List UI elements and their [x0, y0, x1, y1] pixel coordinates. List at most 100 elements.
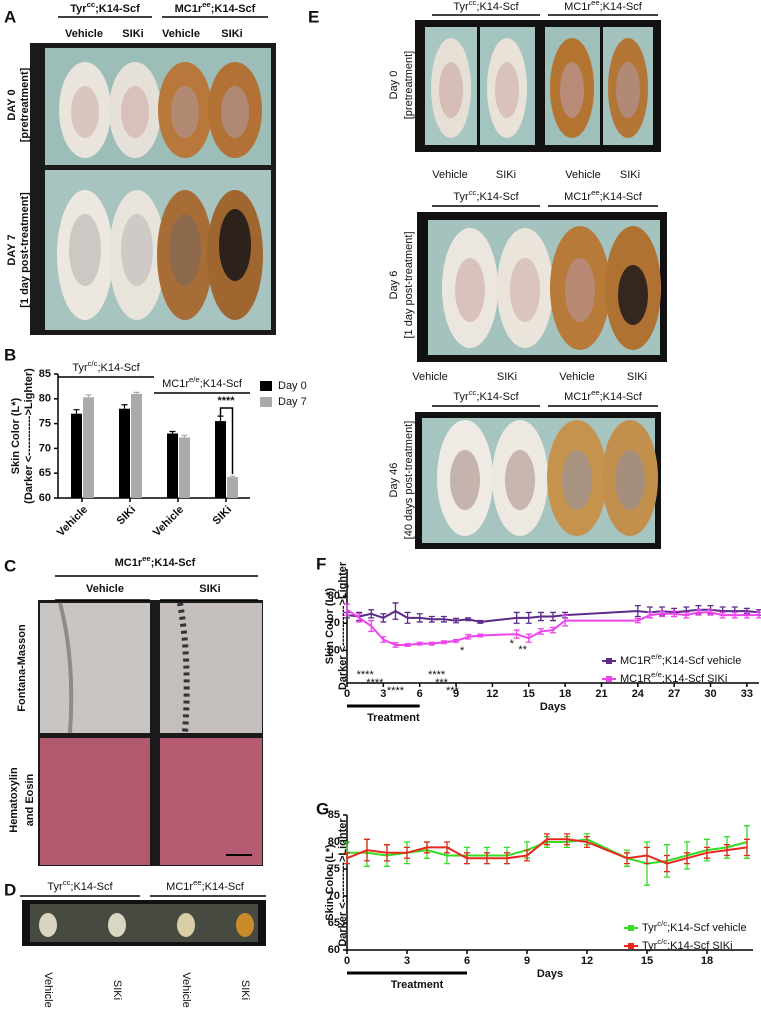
x-tick-label: SIKi: [115, 504, 139, 528]
bar: [167, 433, 178, 498]
column-group-header-part: Tyr: [453, 391, 469, 403]
column-group-header-part: ;K14-Scf: [70, 881, 113, 893]
group-label-part: Tyr: [72, 362, 88, 374]
column-label: SIKi: [497, 371, 517, 383]
group-label-part: c/c: [88, 359, 98, 368]
error-bar: [229, 475, 236, 478]
photo-a: [30, 43, 276, 335]
group-label: Tyrc/c;K14-Scf: [72, 359, 140, 374]
y-tick-label: 85: [328, 809, 340, 821]
row-label: [pretreatment]: [403, 51, 415, 119]
legend-label: Day 0: [278, 380, 307, 392]
significance-label: ***: [446, 685, 460, 697]
row-label: [pretreatment]: [19, 67, 31, 142]
column-group-header-part: MC1r: [166, 881, 193, 893]
column-label: Vehicle: [86, 583, 124, 595]
bar: [119, 408, 130, 498]
column-label: SIKi: [620, 169, 640, 181]
x-tick-label: 15: [523, 688, 535, 700]
row-label: DAY 0: [6, 89, 18, 120]
column-group-header-part: ee: [591, 188, 600, 197]
bar: [179, 437, 190, 498]
group-label-part: ;K14-Scf: [97, 362, 140, 374]
column-group-header-part: ;K14-Scf: [600, 1, 643, 13]
rules: [20, 14, 658, 897]
significance-label: ****: [387, 685, 405, 697]
column-group-header-part: cc: [63, 878, 71, 887]
error-bar: [133, 391, 140, 394]
y-tick-label: 70: [39, 442, 51, 454]
x-tick-label: 9: [453, 688, 459, 700]
column-group-header-part: MC1r: [115, 557, 143, 569]
y-tick-label: 60: [328, 944, 340, 956]
bar: [227, 477, 238, 498]
row-label: Day 0: [388, 71, 400, 100]
photo-c: [38, 600, 263, 866]
error-bar: [169, 430, 176, 434]
y-axis-label: Skin Color (L*): [10, 397, 22, 474]
significance-label: ****: [366, 677, 384, 689]
bar: [83, 397, 94, 498]
y-tick-label: 80: [328, 590, 340, 602]
legend-label-part: e/e: [651, 670, 662, 679]
column-group-header-part: Tyr: [453, 191, 469, 203]
column-group-header-part: Tyr: [47, 881, 63, 893]
legend-label-part: ;K14-Scf SIKi: [662, 673, 727, 685]
row-label: Fontana-Masson: [16, 624, 28, 712]
y-tick-label: 85: [39, 368, 51, 380]
x-tick-label: 27: [668, 688, 680, 700]
bar: [215, 421, 226, 498]
column-group-header-part: MC1r: [175, 3, 203, 15]
legend-label-part: MC1R: [620, 655, 651, 667]
x-tick-label: 3: [380, 688, 386, 700]
column-label: SIKi: [627, 371, 647, 383]
legend-label-part: Tyr: [642, 922, 658, 934]
y-tick-label: 80: [39, 393, 51, 405]
column-label: SIKi: [111, 980, 123, 1000]
column-group-header-part: ;K14-Scf: [151, 557, 196, 569]
column-label: Vehicle: [180, 972, 192, 1007]
panel-letter: C: [4, 556, 16, 575]
column-group-header-part: Tyr: [70, 3, 87, 15]
x-tick-label: 6: [417, 688, 423, 700]
column-label: SIKi: [239, 980, 251, 1000]
column-group-header-part: MC1r: [564, 1, 591, 13]
y-tick-label: 60: [328, 644, 340, 656]
y-tick-label: 75: [328, 863, 340, 875]
column-group-header-part: ;K14-Scf: [476, 391, 519, 403]
column-group-header-part: MC1r: [564, 191, 591, 203]
column-group-header-part: cc: [469, 388, 477, 397]
y-tick-label: 70: [328, 617, 340, 629]
column-label: SIKi: [496, 169, 516, 181]
x-tick-label: 6: [464, 955, 470, 967]
column-group-header: Tyrcc;K14-Scf: [47, 878, 113, 893]
column-group-header-part: cc: [469, 188, 477, 197]
significance-label: ***: [435, 677, 449, 689]
photo-d: [22, 900, 266, 946]
row-label: [40 days post-treatment]: [403, 421, 415, 540]
legend-label-part: c/c: [657, 937, 667, 946]
column-group-header: MC1ree;K14-Scf: [564, 0, 643, 13]
legend-marker: [628, 925, 634, 931]
treatment-label: Treatment: [391, 979, 444, 991]
group-label-part: e/e: [189, 375, 200, 384]
panel-letter: D: [4, 880, 16, 899]
column-label: SIKi: [221, 28, 242, 40]
row-label: Day 6: [388, 271, 400, 300]
y-tick-label: 65: [328, 917, 340, 929]
column-group-header: MC1ree;K14-Scf: [166, 878, 245, 893]
panel-letter: B: [4, 345, 16, 364]
legend-label-part: Tyr: [642, 940, 658, 952]
x-tick-label: 3: [404, 955, 410, 967]
y-tick-label: 75: [39, 418, 51, 430]
row-label: DAY 7: [6, 234, 18, 265]
column-label: Vehicle: [432, 169, 467, 181]
group-label: MC1re/e;K14-Scf: [162, 375, 243, 390]
bar: [131, 393, 142, 498]
error-bar: [73, 409, 80, 414]
legend-label: Day 7: [278, 396, 307, 408]
x-tick-label: Vehicle: [151, 504, 186, 539]
row-label: Hematoxylin: [8, 767, 20, 833]
significance-label: *: [460, 645, 465, 657]
x-tick-label: 15: [641, 955, 653, 967]
